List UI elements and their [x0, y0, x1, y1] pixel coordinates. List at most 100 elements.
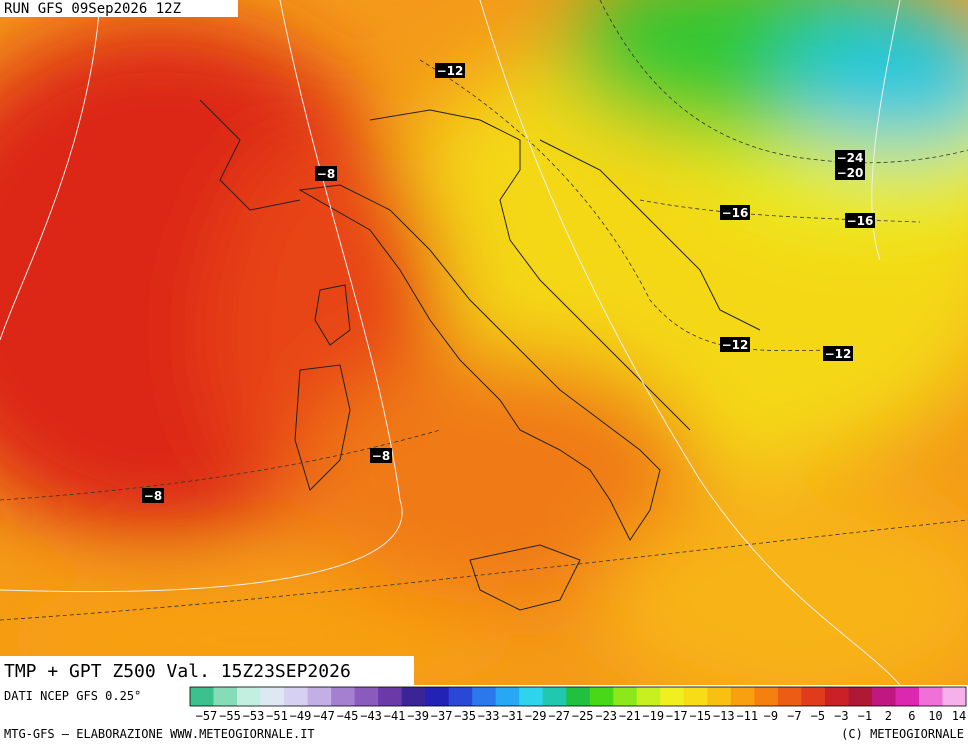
colorbar: −57 −55 −53 −51 −49 −47 −45 −43 −41 −39 −37 −35 −33−…	[189, 686, 967, 723]
colorbar-label: −1	[858, 709, 872, 723]
product-title: TMP + GPT Z500 Val. 15Z23SEP2026	[4, 661, 351, 682]
colorbar-label: −21	[619, 709, 641, 723]
colorbar-label: −27	[548, 709, 570, 723]
colorbar-swatch	[707, 687, 732, 706]
map: −12 −8 −24−20 −16 −16 −12 −12 −8 −8 RUN GFS 09Se…	[0, 0, 968, 685]
colorbar-swatch	[307, 687, 332, 706]
contour-label: −20	[837, 166, 864, 180]
contour-label-box	[435, 63, 465, 78]
contour-label-box	[835, 150, 865, 165]
colorbar-frame	[189, 686, 967, 707]
run-title: RUN GFS 09Sep2026 12Z	[4, 1, 181, 17]
colorbar-label: 2	[885, 709, 892, 723]
colorbar-swatch	[942, 687, 967, 706]
contour-label: −8	[317, 167, 335, 181]
colorbar-swatch	[237, 687, 262, 706]
colorbar-swatch	[636, 687, 661, 706]
colorbar-label: −5	[811, 709, 825, 723]
colorbar-label: −37	[431, 709, 453, 723]
colorbar-label: −7	[787, 709, 801, 723]
colorbar-label: −13	[713, 709, 735, 723]
colorbar-swatch	[824, 687, 849, 706]
colorbar-label: −35	[454, 709, 476, 723]
contour-labels: −12 −8 −24−20 −16 −16 −12 −12 −8 −8	[142, 63, 875, 503]
credit-right: (C) METEOGIORNALE	[841, 727, 964, 741]
colorbar-swatch	[754, 687, 779, 706]
colorbar-label: −49	[290, 709, 312, 723]
temperature-field	[0, 0, 968, 685]
contour-label-box	[315, 166, 337, 181]
colorbar-swatch	[213, 687, 238, 706]
colorbar-label: −43	[360, 709, 382, 723]
source-text: DATI NCEP GFS 0.25°	[4, 689, 141, 703]
colorbar-swatch	[190, 687, 215, 706]
colorbar-label: −25	[572, 709, 594, 723]
run-box	[0, 0, 238, 17]
colorbar-swatch	[589, 687, 614, 706]
colorbar-swatch	[401, 687, 426, 706]
colorbar-label: 10	[928, 709, 942, 723]
colorbar-swatch	[801, 687, 826, 706]
contour-label-box	[370, 448, 392, 463]
colorbar-label: −29	[525, 709, 547, 723]
isotherms	[0, 0, 968, 621]
colorbar-label: −3	[834, 709, 848, 723]
colorbar-swatch	[331, 687, 356, 706]
colorbar-label: −41	[384, 709, 406, 723]
colorbar-label: 14	[952, 709, 966, 723]
colorbar-label: −57	[196, 709, 218, 723]
colorbar-label: −47	[313, 709, 335, 723]
contour-label: −12	[722, 338, 749, 352]
contour-label: −12	[825, 347, 852, 361]
colorbar-swatch	[448, 687, 473, 706]
colorbar-swatch	[284, 687, 309, 706]
colorbar-swatch	[260, 687, 285, 706]
colorbar-swatch	[848, 687, 873, 706]
colorbar-label: −17	[666, 709, 688, 723]
colorbar-swatch	[683, 687, 708, 706]
colorbar-swatch	[660, 687, 685, 706]
colorbar-swatch	[730, 687, 755, 706]
contour-label: −16	[722, 206, 749, 220]
colorbar-swatch	[871, 687, 896, 706]
colorbar-swatch	[378, 687, 403, 706]
colorbar-label: 6	[908, 709, 915, 723]
product-box	[0, 656, 414, 685]
colorbar-swatch	[425, 687, 450, 706]
contour-label: −12	[437, 64, 464, 78]
contour-label: −24	[837, 151, 864, 165]
colorbar-swatch	[542, 687, 567, 706]
colorbar-swatch	[918, 687, 943, 706]
colorbar-swatch	[613, 687, 638, 706]
colorbar-label: −23	[595, 709, 617, 723]
colorbar-label: −31	[501, 709, 523, 723]
colorbar-label: −9	[764, 709, 778, 723]
colorbar-label: −39	[407, 709, 429, 723]
contour-label-box	[845, 213, 875, 228]
colorbar-label: −53	[243, 709, 265, 723]
contour-label-box	[720, 337, 750, 352]
colorbar-swatch	[566, 687, 591, 706]
colorbar-swatch	[472, 687, 497, 706]
colorbar-label: −55	[219, 709, 241, 723]
colorbar-label: −51	[266, 709, 288, 723]
contour-label-box	[835, 165, 865, 180]
colorbar-label: −11	[736, 709, 758, 723]
credit-left: MTG-GFS — ELABORAZIONE WWW.METEOGIORNALE…	[4, 727, 315, 741]
contour-label-box	[142, 488, 164, 503]
colorbar-swatch	[519, 687, 544, 706]
contour-label: −16	[847, 214, 874, 228]
colorbar-swatch	[895, 687, 920, 706]
coastlines	[199, 99, 761, 611]
colorbar-label: −15	[689, 709, 711, 723]
contour-label-box	[720, 205, 750, 220]
colorbar-swatch	[777, 687, 802, 706]
colorbar-swatch	[495, 687, 520, 706]
colorbar-label: −45	[337, 709, 359, 723]
colorbar-swatch	[354, 687, 379, 706]
colorbar-label: −33	[478, 709, 500, 723]
colorbar-label: −19	[642, 709, 664, 723]
contour-label: −8	[372, 449, 390, 463]
